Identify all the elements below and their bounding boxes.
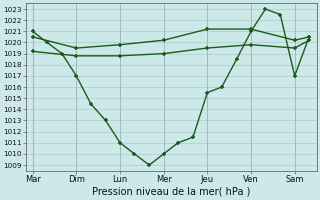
X-axis label: Pression niveau de la mer( hPa ): Pression niveau de la mer( hPa ) (92, 187, 251, 197)
